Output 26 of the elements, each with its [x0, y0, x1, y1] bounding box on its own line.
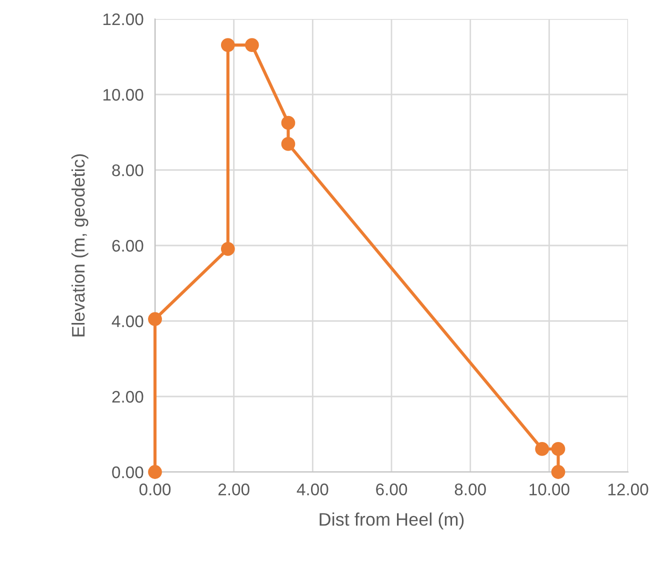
y-tick-label: 6.00 — [112, 240, 144, 252]
x-axis-title: Dist from Heel (m) — [320, 512, 464, 530]
x-tick-label: 10.00 — [530, 484, 570, 496]
x-tick-label: 4.00 — [296, 484, 328, 496]
point — [245, 38, 259, 52]
point — [551, 465, 566, 479]
point — [220, 242, 235, 256]
y-tick-label: 2.00 — [112, 390, 144, 403]
y-tick-label: 10.00 — [103, 88, 144, 101]
point — [281, 137, 296, 151]
x-tick-label: 12.00 — [608, 484, 648, 496]
point — [535, 442, 550, 456]
y-tick-label: 4.00 — [112, 315, 144, 328]
y-axis-title: Elevation (m, geodetic) — [71, 154, 88, 336]
x-tick-label: 6.00 — [376, 484, 408, 496]
x-tick-label: 8.00 — [454, 484, 486, 496]
point — [148, 465, 162, 479]
x-tick-label: 0.00 — [139, 484, 171, 496]
point — [220, 38, 235, 52]
y-tick-label: 12.00 — [103, 13, 144, 26]
y-tick-label: 0.00 — [112, 466, 144, 478]
point — [148, 312, 162, 326]
point — [551, 442, 566, 456]
point — [281, 116, 296, 130]
y-tick-label: 8.00 — [112, 164, 144, 176]
x-tick-label: 2.00 — [218, 484, 250, 496]
